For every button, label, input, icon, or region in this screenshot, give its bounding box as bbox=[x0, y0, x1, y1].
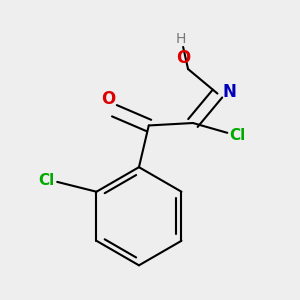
Text: O: O bbox=[101, 90, 116, 108]
Text: Cl: Cl bbox=[230, 128, 246, 143]
Text: Cl: Cl bbox=[38, 173, 55, 188]
Text: O: O bbox=[176, 49, 190, 67]
Text: N: N bbox=[222, 83, 236, 101]
Text: H: H bbox=[176, 32, 186, 46]
